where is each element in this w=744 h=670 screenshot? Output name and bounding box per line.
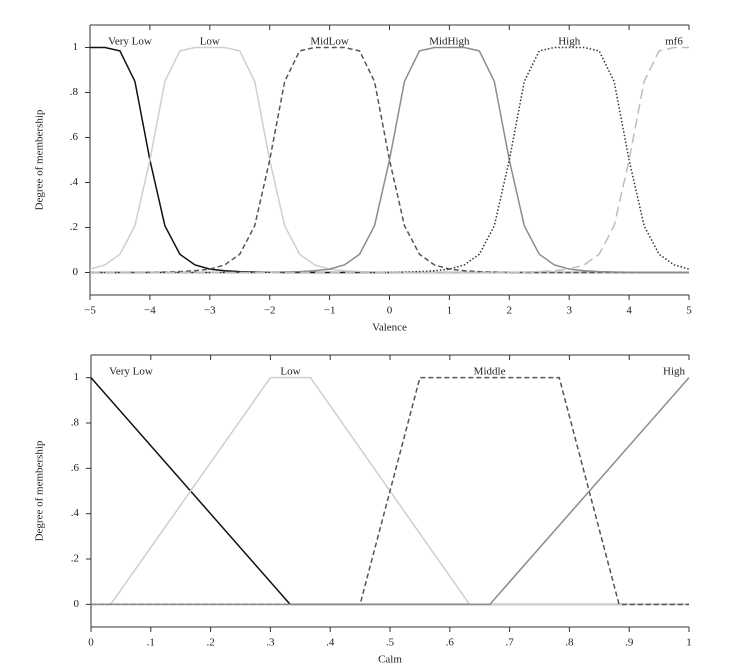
y-axis-label: Degree of membership <box>34 109 46 210</box>
series-label: MidHigh <box>429 36 470 48</box>
x-tick-label: 1 <box>686 637 692 649</box>
series-label: MidLow <box>310 36 349 48</box>
membership-curve <box>89 46 689 274</box>
x-axis-label: Calm <box>378 654 402 666</box>
x-tick-label: 2 <box>507 305 513 317</box>
x-tick-label: 5 <box>686 305 692 317</box>
series-label: Very Low <box>109 366 153 378</box>
membership-curve <box>91 376 689 606</box>
y-tick-label: .8 <box>70 86 79 98</box>
x-tick-label: −5 <box>84 305 96 317</box>
x-tick-label: .1 <box>147 637 155 649</box>
y-tick-label: .8 <box>71 417 80 429</box>
x-tick-label: .2 <box>206 637 214 649</box>
x-tick-label: .8 <box>565 637 574 649</box>
y-tick-label: .2 <box>71 553 79 565</box>
x-tick-label: 4 <box>626 305 632 317</box>
x-axis-label: Valence <box>372 322 407 334</box>
x-tick-label: −3 <box>204 305 216 317</box>
x-tick-label: .4 <box>326 637 335 649</box>
x-tick-label: −2 <box>264 305 276 317</box>
series-label: mf6 <box>665 36 683 48</box>
series-label: High <box>663 366 686 378</box>
x-tick-label: .6 <box>446 637 455 649</box>
y-tick-label: 1 <box>73 41 79 53</box>
x-tick-label: 3 <box>566 305 572 317</box>
membership-curve <box>90 46 689 274</box>
x-tick-label: 0 <box>88 637 94 649</box>
y-tick-label: 0 <box>74 598 80 610</box>
x-tick-label: .3 <box>266 637 275 649</box>
y-tick-label: .4 <box>71 507 80 519</box>
series-label: High <box>558 36 581 48</box>
y-axis-label: Degree of membership <box>34 440 46 541</box>
series-label: Low <box>200 36 220 48</box>
y-tick-label: 0 <box>73 266 79 278</box>
series-label: Middle <box>474 366 506 378</box>
series-label: Very Low <box>108 36 152 48</box>
membership-curve <box>90 46 689 274</box>
y-tick-label: .6 <box>71 462 80 474</box>
membership-curve <box>91 377 690 606</box>
y-tick-label: .2 <box>70 221 78 233</box>
y-tick-label: .6 <box>70 131 79 143</box>
x-tick-label: −4 <box>144 305 156 317</box>
x-tick-label: .7 <box>505 637 514 649</box>
x-tick-label: .9 <box>625 637 634 649</box>
x-tick-label: 1 <box>447 305 453 317</box>
x-tick-label: .5 <box>386 637 395 649</box>
series-label: Low <box>280 366 300 378</box>
y-tick-label: .4 <box>70 176 79 188</box>
membership-curve <box>90 46 689 274</box>
y-tick-label: 1 <box>74 371 80 383</box>
x-tick-label: −1 <box>324 305 336 317</box>
x-tick-label: 0 <box>387 305 393 317</box>
